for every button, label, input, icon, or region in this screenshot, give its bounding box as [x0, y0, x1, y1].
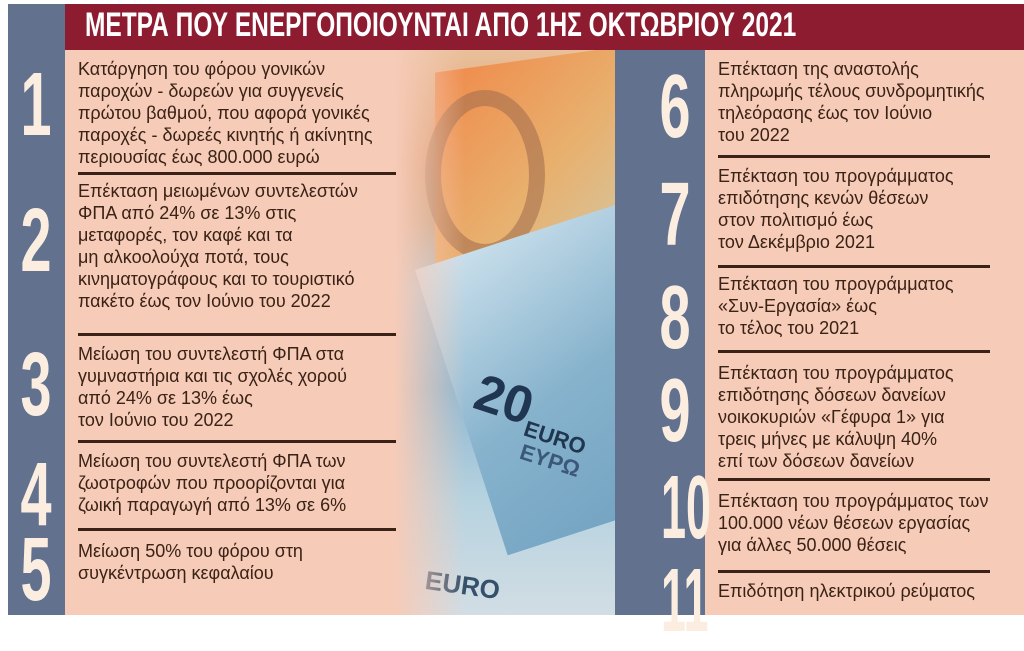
- item-line: τον Δεκέμβριο 2021: [718, 232, 875, 252]
- item-line: Επέκταση του προγράμματος των: [718, 491, 989, 511]
- item-number: 10: [661, 458, 712, 558]
- item-line: συγκέντρωση κεφαλαίου: [78, 563, 274, 583]
- divider: [78, 528, 396, 531]
- item-line: 100.000 νέων θέσεων εργασίας: [718, 513, 971, 533]
- item-line: μη αλκοολούχα ποτά, τους: [78, 247, 289, 267]
- item-line: πληρωμής τέλους συνδρομητικής: [718, 81, 985, 101]
- divider: [718, 155, 990, 158]
- item-number: 1: [20, 55, 52, 155]
- item-line: στον πολιτισμό έως: [718, 210, 874, 230]
- item-number: 4: [20, 445, 52, 545]
- item-line: Μείωση του συντελεστή ΦΠΑ των: [78, 451, 346, 471]
- item-line: Επέκταση του προγράμματος: [718, 274, 954, 294]
- divider: [718, 350, 990, 353]
- item-line: του 2022: [718, 125, 790, 145]
- item-line: «Συν-Εργασία» έως: [718, 296, 877, 316]
- measure-item: Επέκταση του προγράμματος των 100.000 νέω…: [718, 490, 988, 556]
- item-line: το τέλος του 2021: [718, 318, 860, 338]
- item-line: Μείωση 50% του φόρου στη: [78, 541, 303, 561]
- item-line: Κατάργηση του φόρου γονικών: [78, 59, 326, 79]
- item-line: επιδότησης κενών θέσεων: [718, 188, 929, 208]
- item-line: Επέκταση της αναστολής: [718, 59, 919, 79]
- item-number: 7: [659, 165, 691, 265]
- item-line: τηλεόρασης έως τον Ιούνιο: [718, 103, 933, 123]
- item-line: ΦΠΑ από 24% σε 13% στις: [78, 203, 297, 223]
- header-banner: ΜΕΤΡΑ ΠΟΥ ΕΝΕΡΓΟΠΟΙΟΥΝΤΑΙ ΑΠΟ 1ΗΣ ΟΚΤΩΒΡ…: [65, 4, 1024, 50]
- left-panel: [65, 50, 400, 615]
- page-title: ΜΕΤΡΑ ΠΟΥ ΕΝΕΡΓΟΠΟΙΟΥΝΤΑΙ ΑΠΟ 1ΗΣ ΟΚΤΩΒΡ…: [85, 6, 797, 44]
- item-number: 3: [20, 335, 52, 435]
- item-line: πρώτου βαθμού, που αφορά γονικές: [78, 103, 370, 123]
- item-line: Επέκταση μειωμένων συντελεστών: [78, 181, 358, 201]
- divider: [78, 440, 396, 443]
- item-line: περιουσίας έως 800.000 ευρώ: [78, 147, 320, 167]
- item-number: 5: [20, 520, 52, 620]
- item-line: από 24% σε 13% έως: [78, 388, 253, 408]
- item-line: Επέκταση του προγράμματος: [718, 166, 954, 186]
- divider: [78, 333, 396, 336]
- item-line: νοικοκυριών «Γέφυρα 1» για: [718, 407, 945, 427]
- measure-item: Κατάργηση του φόρου γονικών παροχών - δωρ…: [78, 58, 373, 168]
- measure-item: Μείωση 50% του φόρου στη συγκέντρωση κεφα…: [78, 540, 303, 584]
- item-line: επί των δόσεων δανείων: [718, 451, 915, 471]
- item-line: Επιδότηση ηλεκτρικού ρεύματος: [718, 581, 975, 601]
- item-number: 8: [659, 268, 691, 368]
- item-line: παροχές - δωρεές κινητής ή ακίνητης: [78, 125, 373, 145]
- divider: [78, 172, 396, 175]
- measure-item: Επέκταση του προγράμματος «Συν-Εργασία» έ…: [718, 273, 954, 339]
- item-line: Μείωση του συντελεστή ΦΠΑ στα: [78, 344, 344, 364]
- item-line: τον Ιούνιο του 2022: [78, 410, 234, 430]
- item-line: ζωοτροφών που προορίζονται για: [78, 473, 345, 493]
- item-line: ζωική παραγωγή από 13% σε 6%: [78, 495, 347, 515]
- item-line: Επέκταση του προγράμματος: [718, 363, 954, 383]
- right-panel: [705, 50, 1024, 615]
- item-line: πακέτο έως τον Ιούνιο του 2022: [78, 291, 331, 311]
- right-strip: [615, 50, 705, 615]
- item-number: 2: [20, 191, 52, 291]
- divider: [718, 265, 990, 268]
- measure-item: Επέκταση μειωμένων συντελεστών ΦΠΑ από 24…: [78, 180, 358, 312]
- item-line: παροχών - δωρεών για συγγενείς: [78, 81, 344, 101]
- item-number: 6: [659, 57, 691, 157]
- measure-item: Επέκταση του προγράμματος επιδότησης κενώ…: [718, 165, 954, 253]
- item-line: τρεις μήνες με κάλυψη 40%: [718, 429, 937, 449]
- banknote-image: 20 EURO ΕΥΡΩ EURO: [395, 50, 617, 615]
- measure-item: Επέκταση της αναστολής πληρωμής τέλους συ…: [718, 58, 985, 146]
- divider: [718, 570, 990, 573]
- item-number: 9: [659, 361, 691, 461]
- item-line: γυμναστήρια και τις σχολές χορού: [78, 366, 347, 386]
- measure-item: Επέκταση του προγράμματος επιδότησης δόσε…: [718, 362, 954, 472]
- item-line: επιδότησης δόσεων δανείων: [718, 385, 946, 405]
- left-strip: [8, 4, 65, 615]
- item-line: κινηματογράφους και το τουριστικό: [78, 269, 355, 289]
- item-number: 11: [661, 551, 709, 651]
- item-line: μεταφορές, τον καφέ και τα: [78, 225, 293, 245]
- measure-item: Μείωση του συντελεστή ΦΠΑ των ζωοτροφών π…: [78, 450, 346, 516]
- divider: [718, 478, 990, 481]
- measure-item: Μείωση του συντελεστή ΦΠΑ στα γυμναστήρια…: [78, 343, 347, 431]
- item-line: για άλλες 50.000 θέσεις: [718, 535, 907, 555]
- measure-item: Επιδότηση ηλεκτρικού ρεύματος: [718, 580, 975, 602]
